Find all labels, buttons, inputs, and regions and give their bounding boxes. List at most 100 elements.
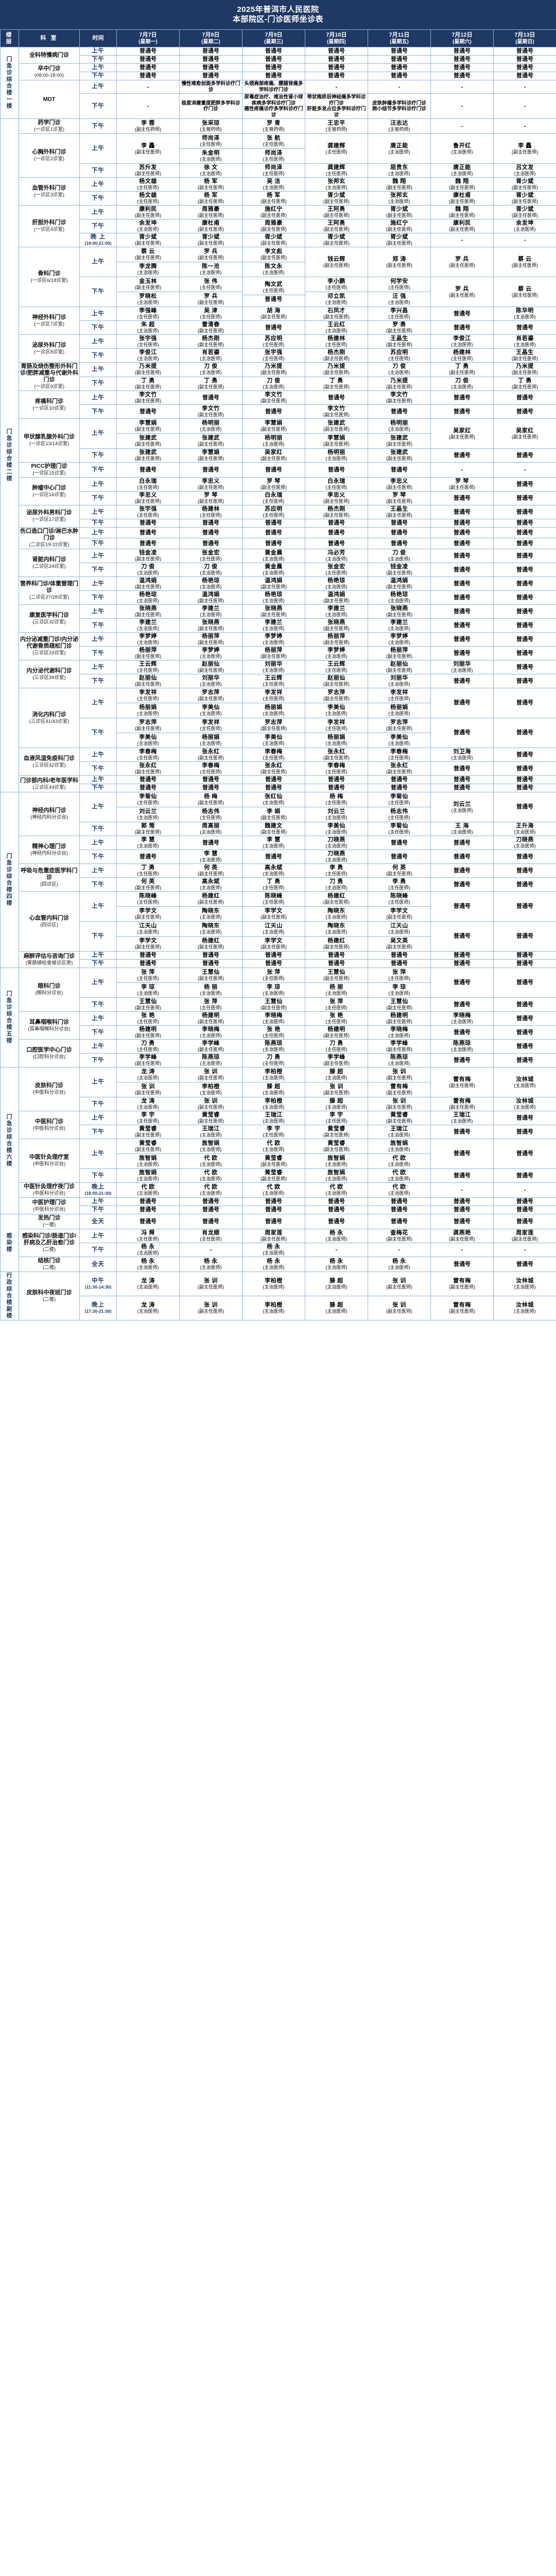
schedule-cell[interactable]: 普通号 (242, 55, 305, 64)
schedule-cell[interactable]: 李文竹 (副主任医师) (242, 391, 305, 405)
schedule-cell[interactable]: 张永红 (副主任医师) (179, 748, 242, 762)
schedule-cell[interactable]: 康利民 (副主任医师) (430, 219, 494, 233)
schedule-cell[interactable]: 黄莹睿 (副主任医师) 旌智娟 (主治医师) (305, 1139, 368, 1169)
schedule-cell[interactable]: 普通号 (430, 404, 494, 419)
schedule-cell[interactable]: 胥少斌 (副主任医师) (368, 205, 431, 219)
schedule-cell[interactable]: 杨艳琼 (主治医师) (179, 577, 242, 591)
schedule-cell[interactable]: 李慧娟 (副主任医师) (179, 448, 242, 463)
schedule-cell[interactable]: 肖若鎏 (主治医师) (493, 334, 556, 349)
schedule-cell[interactable]: 王 海 (主治医师) (430, 822, 494, 836)
schedule-cell[interactable]: 周雅豪 (副主任医师) (179, 205, 242, 219)
schedule-cell[interactable]: 张 萍 (主任医师) (305, 997, 368, 1012)
schedule-cell[interactable]: 普通号 (368, 959, 431, 968)
schedule-cell[interactable]: 普通号 (430, 1053, 494, 1067)
department-cell[interactable]: 胃肠及烧伤整形外科门诊/肥胖减重与代谢外科门诊 (一诊区9诊室) (19, 362, 80, 391)
schedule-cell[interactable]: 普通号 (430, 563, 494, 577)
schedule-cell[interactable]: 普通号 (493, 850, 556, 864)
schedule-cell[interactable]: 普通号 (493, 72, 556, 80)
schedule-cell[interactable]: 普通号 (493, 519, 556, 528)
schedule-cell[interactable]: 尿毒症治疗、难治性肾小球疾病多学科诊疗门诊 癌性疼痛诊疗多学科诊疗门诊 (242, 93, 305, 119)
schedule-cell[interactable]: 普通号 (368, 538, 431, 549)
schedule-cell[interactable]: 温鸿娟 (副主任医师) (368, 577, 431, 591)
schedule-cell[interactable]: 张 训 (副主任医师) 李柏橙 (主治医师) (179, 1067, 242, 1097)
department-cell[interactable]: 门诊部内科/老年医学科 (三诊区44诊室) (19, 775, 80, 792)
schedule-cell[interactable]: 胡 海 (副主任医师) (242, 307, 305, 321)
schedule-cell[interactable]: 普通号 (430, 877, 494, 892)
schedule-cell[interactable]: 乃米提 (副主任医师) (116, 362, 180, 377)
department-cell[interactable]: PICC护理门诊 (一诊区15诊室) (19, 462, 80, 478)
schedule-cell[interactable]: 雷有梅 (副主任医师) (430, 1097, 494, 1111)
schedule-cell[interactable]: - (305, 1243, 368, 1257)
schedule-cell[interactable]: 江天山 (主治医师) 李学文 (副主任医师) (242, 921, 305, 952)
schedule-cell[interactable]: 张 艳 (主任医师) (305, 1011, 368, 1026)
department-cell[interactable]: 中医护理门诊 (中医科分诊台) (19, 1197, 80, 1214)
schedule-cell[interactable]: - (493, 80, 556, 94)
schedule-cell[interactable]: 普通号 (179, 519, 242, 528)
schedule-cell[interactable]: 龙 涛 (主治医师) 张 训 (副主任医师) (116, 1067, 180, 1097)
schedule-cell[interactable]: 普通号 (493, 549, 556, 563)
schedule-cell[interactable]: 黄金晨 (主治医师) (242, 563, 305, 577)
schedule-cell[interactable]: 罗 兵 (副主任医师) (430, 247, 494, 277)
schedule-cell[interactable]: 杨艳琼 (主治医师) (116, 590, 180, 605)
department-cell[interactable]: 心胸外科门诊 (一诊区2诊室) (19, 133, 80, 178)
schedule-cell[interactable]: 张晓燕 (副主任医师) (305, 618, 368, 633)
schedule-cell[interactable]: 王云辉 (主任医师) (305, 660, 368, 674)
schedule-cell[interactable]: 吴 津 (主任医师) (179, 307, 242, 321)
schedule-cell[interactable]: 张建武 (副主任医师) (116, 448, 180, 463)
schedule-cell[interactable]: 杨 军 (副主任医师) (179, 177, 242, 192)
schedule-cell[interactable]: 王晶生 (副主任医师) (493, 348, 556, 363)
schedule-cell[interactable]: 普通号 (368, 836, 431, 850)
schedule-cell[interactable]: 汝林城 (主治医师) (493, 1272, 556, 1296)
schedule-cell[interactable]: 罗志萍 (副主任医师) 李美仙 (主治医师) (242, 718, 305, 748)
schedule-cell[interactable]: 乃米提 (副主任医师) (305, 362, 368, 377)
schedule-cell[interactable]: 普通号 (493, 448, 556, 463)
schedule-cell[interactable]: 胥少斌 (副主任医师) (493, 205, 556, 219)
schedule-cell[interactable]: 普通号 (493, 1111, 556, 1125)
schedule-cell[interactable]: 杨丽萍 (副主任医师) (179, 632, 242, 647)
schedule-cell[interactable]: 刘丽华 (主治医师) (430, 660, 494, 674)
schedule-cell[interactable]: 普通号 (493, 563, 556, 577)
schedule-cell[interactable]: 胥少斌 (副主任医师) (116, 233, 180, 247)
schedule-cell[interactable]: 张金宏 (主任医师) (305, 563, 368, 577)
schedule-cell[interactable]: 普通号 (430, 1214, 494, 1229)
schedule-cell[interactable]: 丁 勇 (副主任医师) (430, 362, 494, 377)
schedule-cell[interactable]: 普通号 (430, 1197, 494, 1206)
schedule-cell[interactable]: 吴家红 (副主任医师) (430, 418, 494, 449)
schedule-cell[interactable]: - (116, 80, 180, 94)
department-cell[interactable]: 中医科门诊 (中医科分诊台) (19, 1111, 80, 1139)
schedule-cell[interactable]: 刘卫海 (主治医师) (430, 748, 494, 762)
schedule-cell[interactable]: 师尚泽 (主任医师) (242, 163, 305, 178)
schedule-cell[interactable]: 鲁开红 (主治医师) (430, 133, 494, 164)
schedule-cell[interactable]: 杨文雄 (主任医师) (116, 191, 180, 206)
schedule-cell[interactable]: 王慧仙 (副主任医师) (242, 997, 305, 1012)
schedule-cell[interactable]: 李学峰 (副主任医师) (305, 1053, 368, 1067)
schedule-cell[interactable]: 杨文雄 (主任医师) (116, 177, 180, 192)
schedule-cell[interactable]: 普通号 (305, 1214, 368, 1229)
schedule-cell[interactable]: 王云红 (主治医师) (305, 320, 368, 335)
schedule-cell[interactable]: 普通号 (430, 320, 494, 335)
schedule-cell[interactable]: - (179, 1243, 242, 1257)
schedule-cell[interactable]: 陈晓峰 (主任医师) 李学文 (副主任医师) (368, 891, 431, 922)
schedule-cell[interactable]: 温鸿娟 (副主任医师) (242, 577, 305, 591)
schedule-cell[interactable]: 普通号 (493, 921, 556, 952)
schedule-cell[interactable]: 普通号 (493, 951, 556, 960)
schedule-cell[interactable]: 李小鹏 (主任医师) 邓立凯 (主治医师) (305, 277, 368, 307)
schedule-cell[interactable]: - (493, 1182, 556, 1198)
schedule-cell[interactable]: 普通号 (179, 836, 242, 850)
schedule-cell[interactable]: 普通号 (368, 63, 431, 72)
schedule-cell[interactable]: 查梅花 (副主任医师) (368, 1229, 431, 1243)
schedule-cell[interactable]: 王升海 (主治医师) (493, 822, 556, 836)
schedule-cell[interactable]: 陶晓东 (主治医师) 杨建红 (副主任医师) (305, 921, 368, 952)
schedule-cell[interactable]: 罗 勇 (副主任医师) (368, 320, 431, 335)
schedule-cell[interactable]: 陈燕琼 (主治医师) (242, 1039, 305, 1054)
schedule-cell[interactable]: 施红宁 (副主任医师) (242, 205, 305, 219)
schedule-cell[interactable]: 普通号 (242, 538, 305, 549)
schedule-cell[interactable]: 普通号 (430, 1025, 494, 1040)
schedule-cell[interactable]: - (493, 233, 556, 247)
schedule-cell[interactable]: 陈燕琼 (主治医师) (430, 1039, 494, 1054)
schedule-cell[interactable]: 黄莹睿 (副主任医师) (179, 1111, 242, 1125)
schedule-cell[interactable]: 普通号 (493, 577, 556, 591)
schedule-cell[interactable]: 普通号 (430, 997, 494, 1012)
schedule-cell[interactable]: 李柏橙 (主治医师) (242, 1272, 305, 1296)
schedule-cell[interactable]: 罗志萍 (副主任医师) 李美仙 (主治医师) (305, 688, 368, 718)
